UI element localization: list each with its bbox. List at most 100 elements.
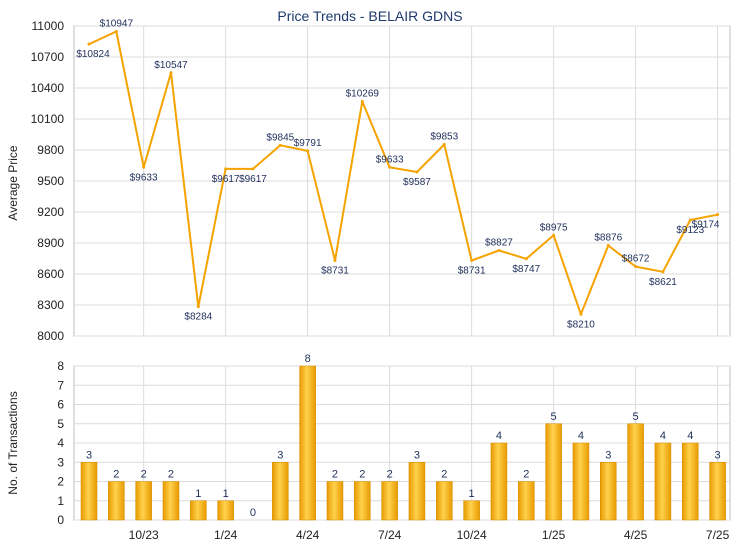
transactions-bar-label: 1 bbox=[223, 488, 229, 500]
price-data-label: $9174 bbox=[692, 220, 720, 231]
price-point bbox=[142, 165, 146, 169]
price-data-label: $8210 bbox=[567, 319, 595, 330]
transactions-bar-label: 8 bbox=[305, 353, 311, 365]
price-point bbox=[360, 100, 364, 104]
transactions-bar-label: 2 bbox=[332, 469, 338, 481]
transactions-bar bbox=[572, 442, 590, 521]
transactions-bar-label: 2 bbox=[359, 469, 365, 481]
price-data-label: $8731 bbox=[321, 265, 349, 276]
price-point bbox=[661, 270, 665, 274]
transactions-bar bbox=[190, 500, 207, 521]
transactions-bar-label: 3 bbox=[414, 449, 420, 461]
transactions-bar bbox=[272, 462, 289, 521]
transactions-bar-label: 5 bbox=[633, 411, 639, 423]
transactions-bar-label: 3 bbox=[715, 449, 721, 461]
price-point bbox=[196, 305, 200, 309]
price-data-label: $10269 bbox=[346, 89, 380, 100]
transactions-tick-label: 8 bbox=[57, 359, 64, 373]
transactions-bar-label: 2 bbox=[113, 469, 119, 481]
price-point bbox=[224, 167, 228, 171]
price-point bbox=[87, 42, 91, 46]
transactions-bar-label: 4 bbox=[660, 430, 666, 442]
transactions-bar bbox=[654, 442, 672, 521]
price-tick-label: 9800 bbox=[37, 143, 64, 157]
price-point bbox=[470, 258, 474, 262]
x-tick-label: 10/24 bbox=[457, 528, 487, 542]
transactions-bar bbox=[545, 423, 562, 521]
price-tick-label: 11000 bbox=[32, 19, 65, 33]
price-tick-label: 8000 bbox=[37, 329, 64, 343]
price-data-label: $9617 bbox=[239, 174, 267, 185]
price-data-label: $8284 bbox=[184, 312, 212, 323]
price-data-label: $9617 bbox=[212, 174, 240, 185]
transactions-bar bbox=[326, 481, 344, 521]
transactions-bar bbox=[354, 481, 371, 521]
transactions-bar bbox=[408, 462, 426, 521]
price-data-label: $8747 bbox=[512, 264, 540, 275]
price-point bbox=[251, 167, 255, 171]
transactions-bar-label: 2 bbox=[441, 469, 447, 481]
transactions-bar bbox=[463, 500, 480, 521]
transactions-bar-label: 4 bbox=[496, 430, 502, 442]
transactions-bar-label: 3 bbox=[277, 449, 283, 461]
transactions-bar-label: 2 bbox=[141, 469, 147, 481]
transactions-bar bbox=[627, 423, 644, 521]
price-tick-label: 10100 bbox=[31, 112, 65, 126]
price-data-label: $8827 bbox=[485, 238, 513, 249]
price-data-label: $9123 bbox=[676, 225, 704, 236]
price-data-label: $8876 bbox=[594, 232, 622, 243]
x-tick-label: 4/25 bbox=[624, 528, 648, 542]
price-point bbox=[497, 249, 501, 253]
price-point bbox=[688, 218, 692, 222]
price-tick-label: 8600 bbox=[37, 267, 64, 281]
transactions-tick-label: 7 bbox=[57, 378, 64, 392]
price-point bbox=[634, 265, 638, 269]
price-data-label: $9791 bbox=[294, 138, 322, 149]
x-tick-label: 1/25 bbox=[542, 528, 566, 542]
price-tick-label: 10400 bbox=[31, 81, 65, 95]
transactions-bar bbox=[381, 481, 398, 521]
x-tick-label: 10/23 bbox=[129, 528, 159, 542]
price-point bbox=[278, 143, 282, 147]
transactions-bar bbox=[135, 481, 152, 521]
transactions-bar bbox=[299, 365, 316, 521]
x-tick-label: 4/24 bbox=[296, 528, 320, 542]
transactions-bar-label: 2 bbox=[523, 469, 529, 481]
transactions-tick-label: 1 bbox=[57, 494, 64, 508]
price-tick-label: 8900 bbox=[37, 236, 64, 250]
transactions-bar bbox=[518, 481, 535, 521]
price-data-label: $8731 bbox=[458, 265, 486, 276]
transactions-axis-label: No. of Transactions bbox=[6, 391, 20, 494]
price-data-label: $9853 bbox=[430, 132, 458, 143]
transactions-bar-label: 3 bbox=[605, 449, 611, 461]
transactions-bar-label: 2 bbox=[387, 469, 393, 481]
price-point bbox=[524, 257, 528, 261]
x-tick-label: 7/25 bbox=[706, 528, 730, 542]
x-tick-label: 1/24 bbox=[214, 528, 238, 542]
price-point bbox=[388, 165, 392, 169]
transactions-bar-label: 2 bbox=[168, 469, 174, 481]
price-point bbox=[169, 71, 173, 75]
transactions-tick-label: 6 bbox=[57, 398, 64, 412]
chart-title: Price Trends - BELAIR GDNS bbox=[277, 8, 462, 24]
price-data-label: $9587 bbox=[403, 177, 431, 188]
transactions-tick-label: 4 bbox=[57, 436, 64, 450]
transactions-bar bbox=[108, 481, 125, 521]
transactions-tick-label: 0 bbox=[57, 513, 64, 527]
transactions-bar bbox=[600, 462, 617, 521]
x-tick-label: 7/24 bbox=[378, 528, 402, 542]
price-series-line bbox=[88, 30, 718, 316]
price-point bbox=[333, 258, 337, 262]
price-point bbox=[306, 149, 310, 153]
price-point bbox=[114, 29, 118, 33]
transactions-bar bbox=[682, 442, 699, 521]
transactions-bar-label: 4 bbox=[578, 430, 584, 442]
price-point bbox=[552, 233, 556, 237]
price-data-label: $10824 bbox=[76, 49, 110, 60]
price-data-label: $9633 bbox=[130, 172, 158, 183]
price-data-label: $9845 bbox=[266, 132, 294, 143]
price-data-label: $8672 bbox=[622, 254, 650, 265]
price-axis-label: Average Price bbox=[6, 145, 20, 220]
price-data-label: $8975 bbox=[540, 222, 568, 233]
